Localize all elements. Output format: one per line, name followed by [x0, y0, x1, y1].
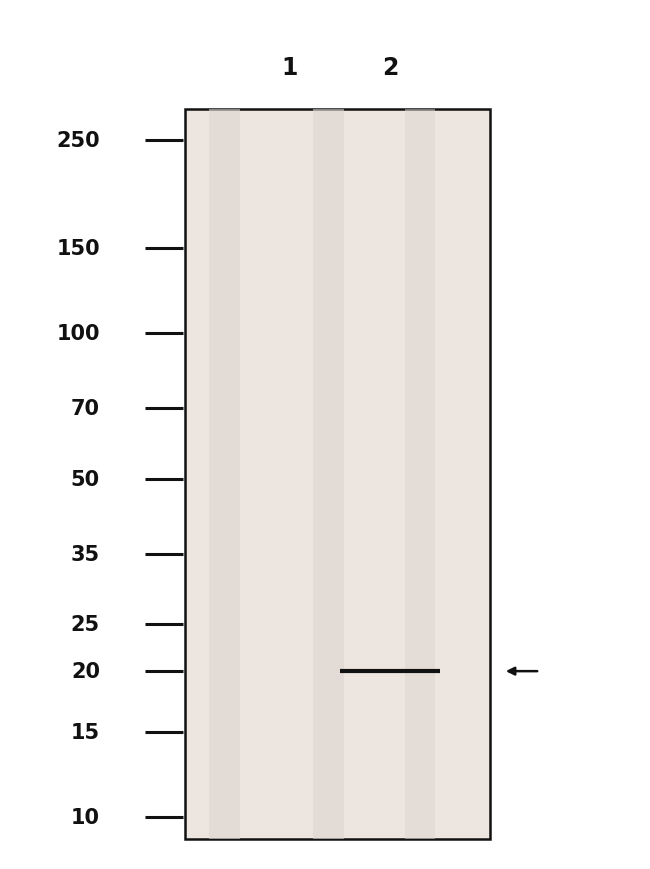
- Text: 250: 250: [57, 131, 100, 151]
- Text: 10: 10: [71, 807, 100, 827]
- Bar: [185, 109, 490, 839]
- Text: 25: 25: [71, 614, 100, 634]
- Bar: [313, 109, 344, 839]
- Text: 35: 35: [71, 544, 100, 564]
- Bar: [404, 109, 435, 839]
- Text: 150: 150: [57, 238, 100, 258]
- Text: 70: 70: [71, 398, 100, 418]
- Text: 15: 15: [71, 722, 100, 742]
- Text: 2: 2: [382, 56, 398, 80]
- Text: 1: 1: [282, 56, 298, 80]
- Text: 100: 100: [57, 323, 100, 343]
- Text: 50: 50: [71, 469, 100, 489]
- Bar: [209, 109, 240, 839]
- Text: 20: 20: [71, 661, 100, 681]
